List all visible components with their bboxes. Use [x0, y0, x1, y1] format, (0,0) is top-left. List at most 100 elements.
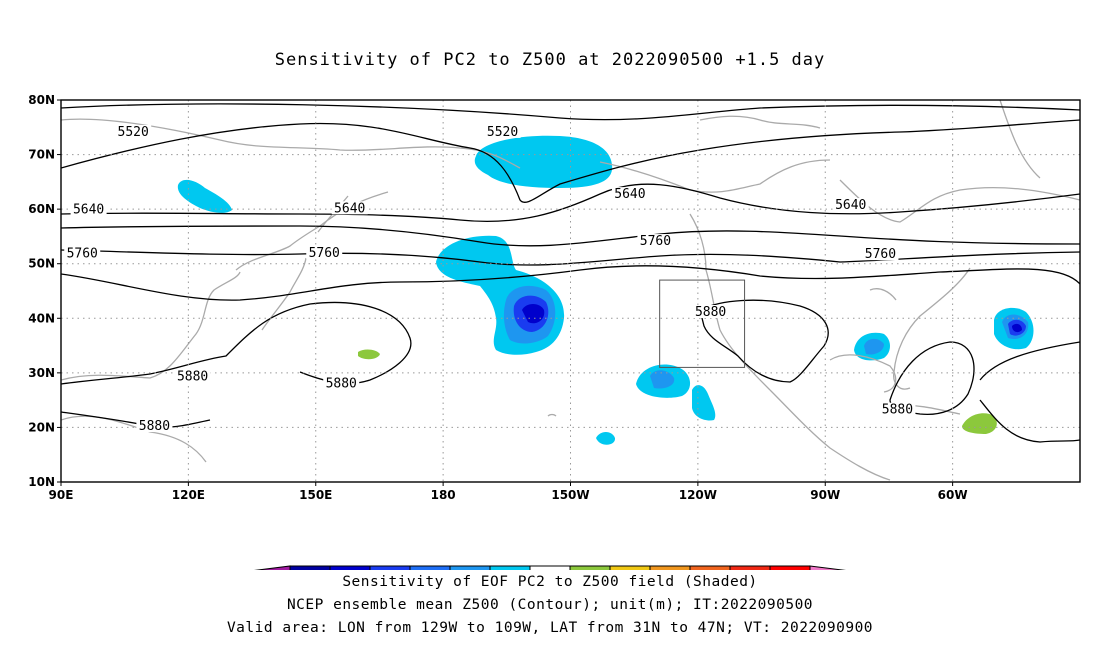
contour-label: 5760	[309, 246, 340, 261]
contour-labels: 5520 5520 5640 5640 5640 5640 5760 5760 5760 5760…	[64, 124, 916, 434]
contour-label-bg	[484, 124, 521, 138]
shade-green-atlantic	[962, 413, 997, 434]
shade-blob-pacific-south2	[692, 385, 716, 421]
contour-5880-high	[699, 299, 829, 383]
contour-5760	[61, 249, 1080, 266]
colorbar-segment	[729, 565, 771, 570]
colorbar-segment	[649, 565, 691, 570]
lon-tick-label: 90E	[49, 488, 74, 502]
lon-tick-label: 150W	[551, 488, 589, 502]
caption-valid-area: Valid area: LON from 129W to 109W, LAT f…	[226, 620, 874, 636]
contour-5640	[61, 183, 1080, 223]
shade-blob-siberia	[177, 179, 232, 213]
lat-tick-label: 60N	[28, 202, 55, 216]
contour-label: 5880	[326, 377, 357, 392]
colorbar-segment	[609, 565, 651, 570]
z500-contours	[61, 103, 1080, 443]
contour-label: 5640	[334, 201, 365, 216]
colorbar-segment	[689, 565, 731, 570]
shade-blob-pacific-small	[596, 432, 616, 445]
lat-tick-label: 10N	[28, 475, 55, 489]
lon-tick-label: 90W	[810, 488, 840, 502]
contour-label-bg	[174, 369, 211, 383]
colorbar-right-arrow	[809, 565, 847, 570]
lon-tick-label: 180	[431, 488, 456, 502]
shade-green-pacific	[358, 349, 380, 360]
colorbar-segment	[489, 565, 531, 570]
contour-5880-atl-c	[979, 399, 1080, 443]
colorbar: -0.9-0.8-0.7-0.6-0.5-0.4-0.20.20.40.50.6…	[253, 565, 847, 570]
lon-tick-label: 60W	[938, 488, 968, 502]
contour-label: 5520	[118, 125, 149, 140]
contour-label: 5640	[73, 202, 104, 217]
shade-blob-arctic	[474, 135, 613, 188]
colorbar-segment	[289, 565, 331, 570]
caption-shading: Sensitivity of EOF PC2 to Z500 field (Sh…	[342, 574, 758, 590]
contour-5880-west	[61, 301, 412, 385]
colorbar-left-arrow	[253, 565, 291, 570]
caption-contour: NCEP ensemble mean Z500 (Contour); unit(…	[286, 597, 814, 613]
coast-asia-arctic	[61, 118, 521, 169]
colorbar-segment	[329, 565, 371, 570]
contour-label-bg	[862, 247, 899, 261]
shade-mid-gulf	[864, 338, 884, 355]
contour-5880-sw	[61, 411, 211, 428]
shade-mid-south	[650, 370, 675, 389]
contour-label: 5880	[695, 305, 726, 320]
axis-ticks: 90E 120E 150E 180 150W 120W 90W 60W 80N 70N 60N 50N…	[28, 93, 967, 502]
contour-label-bg	[323, 376, 360, 390]
contour-label-bg	[136, 419, 173, 433]
coast-gulf	[829, 354, 897, 393]
valid-area-box	[659, 279, 746, 368]
contour-5760-b	[61, 265, 1080, 301]
contour-label-bg	[306, 246, 343, 260]
coast-greenland	[999, 100, 1041, 179]
coast-hawaii	[547, 413, 557, 417]
contour-label-bg	[832, 198, 869, 212]
contour-5880-atl-b	[979, 341, 1080, 381]
coast-na-east	[893, 267, 971, 390]
contour-label-bg	[879, 402, 916, 416]
contour-label: 5760	[865, 247, 896, 262]
lat-tick-label: 70N	[28, 148, 55, 162]
contour-label: 5880	[177, 369, 208, 384]
contour-label: 5640	[614, 187, 645, 202]
coast-na-hudson	[839, 179, 1080, 223]
contour-label: 5760	[67, 247, 98, 262]
coast-arctic-islands	[699, 115, 821, 129]
lon-tick-label: 120E	[172, 488, 205, 502]
sensitivity-shading	[177, 135, 1034, 445]
lat-tick-label: 40N	[28, 311, 55, 325]
contour-label-bg	[611, 187, 648, 201]
contour-label: 5880	[139, 419, 170, 434]
coast-alaska	[599, 159, 831, 193]
contour-5640-b	[61, 225, 1080, 247]
contour-label: 5760	[640, 234, 671, 249]
colorbar-segment	[769, 565, 811, 570]
coast-korea-china	[61, 271, 241, 381]
lat-tick-label: 80N	[28, 93, 55, 107]
shade-core-pacific	[522, 304, 545, 324]
contour-label-bg	[637, 234, 674, 248]
colorbar-segment	[369, 565, 411, 570]
coast-great-lakes	[869, 288, 897, 301]
contour-label: 5880	[882, 403, 913, 418]
contour-label: 5640	[835, 198, 866, 213]
lat-tick-label: 30N	[28, 366, 55, 380]
map-title: Sensitivity of PC2 to Z500 at 2022090500…	[274, 50, 826, 70]
colorbar-segment	[449, 565, 491, 570]
contour-5520-b	[61, 103, 1080, 121]
sensitivity-map: 5520 5520 5640 5640 5640 5640 5760 5760 5760 5760…	[28, 93, 1081, 570]
colorbar-segment	[569, 565, 611, 570]
contour-5520-a	[61, 119, 1080, 203]
coast-central-america	[769, 389, 891, 481]
contour-label-bg	[692, 305, 729, 319]
contour-label-bg	[70, 202, 107, 216]
lat-tick-label: 50N	[28, 257, 55, 271]
contour-label-bg	[115, 124, 152, 138]
contour-label-bg	[64, 246, 101, 260]
colorbar-segment	[529, 565, 571, 570]
lon-tick-label: 120W	[679, 488, 717, 502]
lat-tick-label: 20N	[28, 420, 55, 434]
contour-label: 5520	[487, 125, 518, 140]
